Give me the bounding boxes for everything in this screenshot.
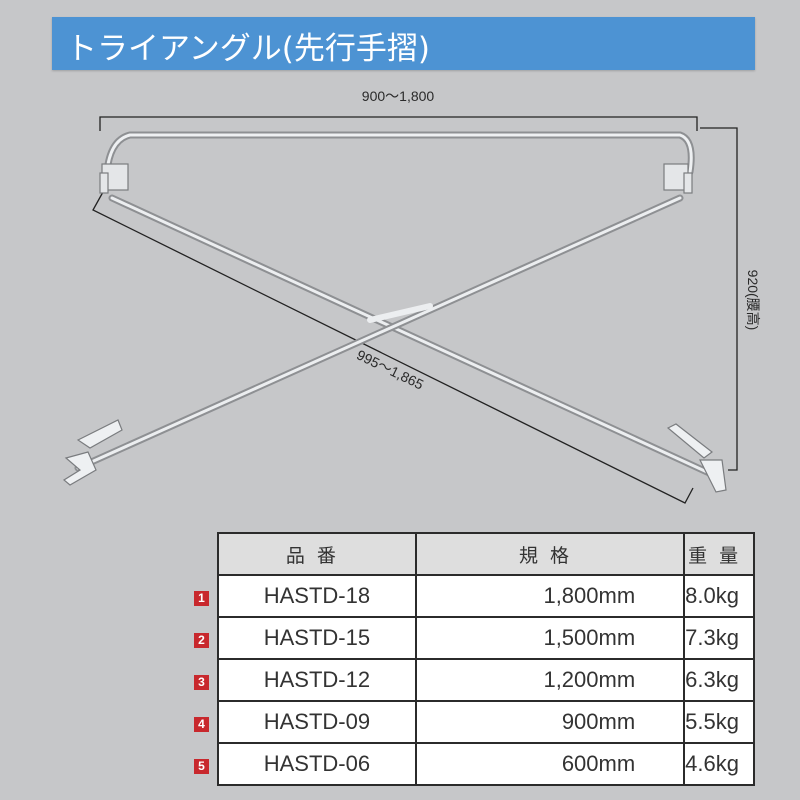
cell-weight: 6.3kg <box>683 658 755 702</box>
cell-size: 1,800mm <box>414 574 686 618</box>
hook-bottom-left <box>62 419 123 486</box>
height-dimension-label: 920(腰高) <box>745 270 761 331</box>
cell-code: HASTD-12 <box>217 658 417 702</box>
diagonal-dimension-line <box>92 191 694 504</box>
table-row: HASTD-09 900mm 5.5kg <box>217 700 755 744</box>
cell-code: HASTD-06 <box>217 742 417 786</box>
width-dimension-label: 900〜1,800 <box>362 88 435 104</box>
cell-weight: 4.6kg <box>683 742 755 786</box>
clamp-top-left <box>99 163 129 194</box>
row-number-badge: 5 <box>194 759 209 774</box>
handrail <box>74 131 724 482</box>
table-row: HASTD-15 1,500mm 7.3kg <box>217 616 755 660</box>
cell-weight: 7.3kg <box>683 616 755 660</box>
cell-size: 900mm <box>414 700 686 744</box>
header-code: 品番 <box>217 532 417 576</box>
product-drawing: 900〜1,800 920(腰高) 995〜1,865 <box>62 88 761 504</box>
table-row: HASTD-06 600mm 4.6kg <box>217 742 755 786</box>
cell-size: 600mm <box>414 742 686 786</box>
cell-weight: 8.0kg <box>683 574 755 618</box>
row-number-badge: 2 <box>194 633 209 648</box>
table-row: HASTD-12 1,200mm 6.3kg <box>217 658 755 702</box>
table-header-row: 品番 規格 重量 <box>217 532 755 576</box>
row-number-badge: 1 <box>194 591 209 606</box>
cell-size: 1,200mm <box>414 658 686 702</box>
hook-bottom-right <box>666 423 727 493</box>
row-number-badge: 3 <box>194 675 209 690</box>
cell-size: 1,500mm <box>414 616 686 660</box>
spec-table: 品番 規格 重量 HASTD-18 1,800mm 8.0kg HASTD-15… <box>217 532 755 786</box>
height-dimension-line <box>700 127 738 471</box>
cell-code: HASTD-15 <box>217 616 417 660</box>
cell-code: HASTD-09 <box>217 700 417 744</box>
cell-code: HASTD-18 <box>217 574 417 618</box>
row-number-badge: 4 <box>194 717 209 732</box>
table-row: HASTD-18 1,800mm 8.0kg <box>217 574 755 618</box>
title-bar: トライアングル(先行手摺) <box>52 17 755 70</box>
clamp-top-right <box>663 163 693 194</box>
header-size: 規格 <box>414 532 686 576</box>
page-title: トライアングル(先行手摺) <box>66 31 430 67</box>
header-weight: 重量 <box>683 532 755 576</box>
cell-weight: 5.5kg <box>683 700 755 744</box>
width-dimension-line <box>99 116 698 131</box>
